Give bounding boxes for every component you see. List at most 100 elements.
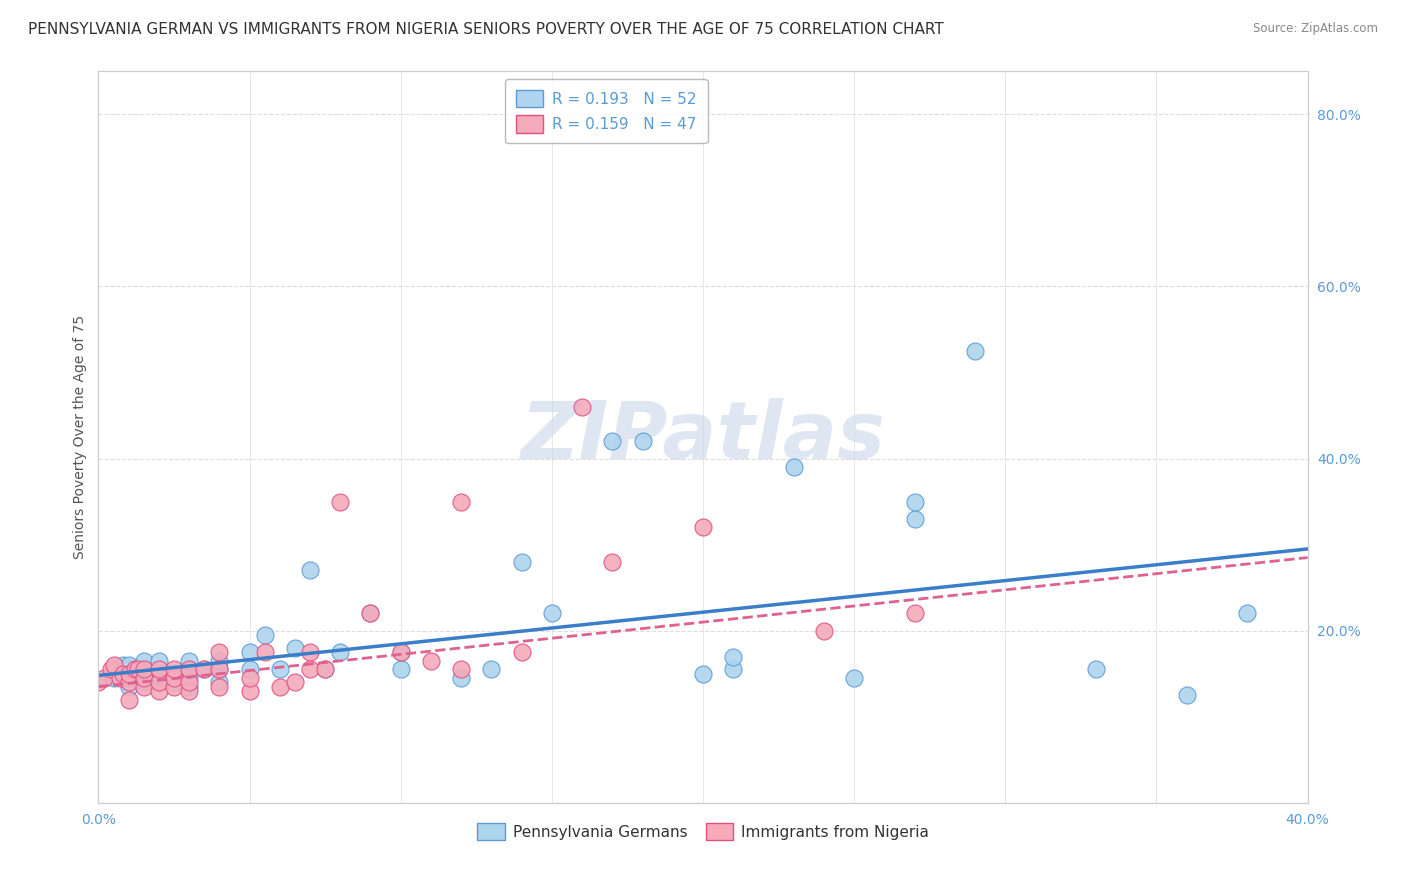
Point	[148, 684, 170, 698]
Point	[208, 662, 231, 676]
Point	[389, 645, 412, 659]
Point	[87, 675, 110, 690]
Point	[148, 654, 170, 668]
Point	[1175, 688, 1198, 702]
Point	[208, 662, 231, 676]
Point	[208, 675, 231, 690]
Point	[314, 662, 336, 676]
Point	[299, 662, 322, 676]
Point	[148, 662, 170, 676]
Point	[329, 645, 352, 659]
Point	[118, 692, 141, 706]
Point	[360, 607, 382, 621]
Point	[284, 640, 307, 655]
Point	[111, 658, 134, 673]
Point	[179, 684, 201, 698]
Point	[208, 654, 231, 668]
Point	[571, 400, 593, 414]
Point	[723, 662, 745, 676]
Point	[163, 675, 186, 690]
Point	[360, 607, 382, 621]
Point	[132, 654, 155, 668]
Point	[208, 680, 231, 694]
Point	[163, 662, 186, 676]
Point	[481, 662, 503, 676]
Point	[132, 680, 155, 694]
Point	[813, 624, 835, 638]
Point	[329, 494, 352, 508]
Point	[389, 662, 412, 676]
Text: Source: ZipAtlas.com: Source: ZipAtlas.com	[1253, 22, 1378, 36]
Point	[510, 555, 533, 569]
Point	[284, 675, 307, 690]
Point	[239, 662, 262, 676]
Point	[510, 645, 533, 659]
Point	[904, 512, 927, 526]
Point	[239, 684, 262, 698]
Point	[148, 675, 170, 690]
Point	[314, 662, 336, 676]
Point	[127, 662, 149, 676]
Point	[602, 555, 624, 569]
Point	[602, 434, 624, 449]
Point	[103, 671, 125, 685]
Point	[118, 658, 141, 673]
Point	[965, 344, 987, 359]
Point	[269, 662, 291, 676]
Point	[118, 666, 141, 681]
Point	[103, 662, 125, 676]
Point	[163, 680, 186, 694]
Legend: Pennsylvania Germans, Immigrants from Nigeria: Pennsylvania Germans, Immigrants from Ni…	[471, 816, 935, 847]
Point	[118, 662, 141, 676]
Point	[299, 564, 322, 578]
Point	[420, 654, 443, 668]
Point	[179, 662, 201, 676]
Point	[163, 666, 186, 681]
Y-axis label: Seniors Poverty Over the Age of 75: Seniors Poverty Over the Age of 75	[73, 315, 87, 559]
Point	[1236, 607, 1258, 621]
Point	[148, 662, 170, 676]
Point	[1085, 662, 1108, 676]
Point	[179, 671, 201, 685]
Point	[179, 662, 201, 676]
Point	[108, 671, 131, 685]
Point	[450, 494, 472, 508]
Point	[148, 666, 170, 681]
Point	[132, 675, 155, 690]
Point	[132, 662, 155, 676]
Point	[179, 680, 201, 694]
Point	[844, 671, 866, 685]
Point	[904, 607, 927, 621]
Point	[269, 680, 291, 694]
Point	[208, 645, 231, 659]
Point	[193, 662, 215, 676]
Point	[723, 649, 745, 664]
Text: PENNSYLVANIA GERMAN VS IMMIGRANTS FROM NIGERIA SENIORS POVERTY OVER THE AGE OF 7: PENNSYLVANIA GERMAN VS IMMIGRANTS FROM N…	[28, 22, 943, 37]
Point	[692, 666, 714, 681]
Point	[103, 658, 125, 673]
Point	[179, 675, 201, 690]
Text: ZIPatlas: ZIPatlas	[520, 398, 886, 476]
Point	[148, 675, 170, 690]
Point	[93, 671, 115, 685]
Point	[783, 460, 806, 475]
Point	[631, 434, 654, 449]
Point	[132, 662, 155, 676]
Point	[540, 607, 562, 621]
Point	[118, 680, 141, 694]
Point	[904, 494, 927, 508]
Point	[163, 671, 186, 685]
Point	[118, 671, 141, 685]
Point	[111, 666, 134, 681]
Point	[179, 654, 201, 668]
Point	[253, 645, 276, 659]
Point	[132, 671, 155, 685]
Point	[193, 662, 215, 676]
Point	[118, 675, 141, 690]
Point	[450, 671, 472, 685]
Point	[450, 662, 472, 676]
Point	[100, 662, 122, 676]
Point	[299, 645, 322, 659]
Point	[253, 628, 276, 642]
Point	[692, 520, 714, 534]
